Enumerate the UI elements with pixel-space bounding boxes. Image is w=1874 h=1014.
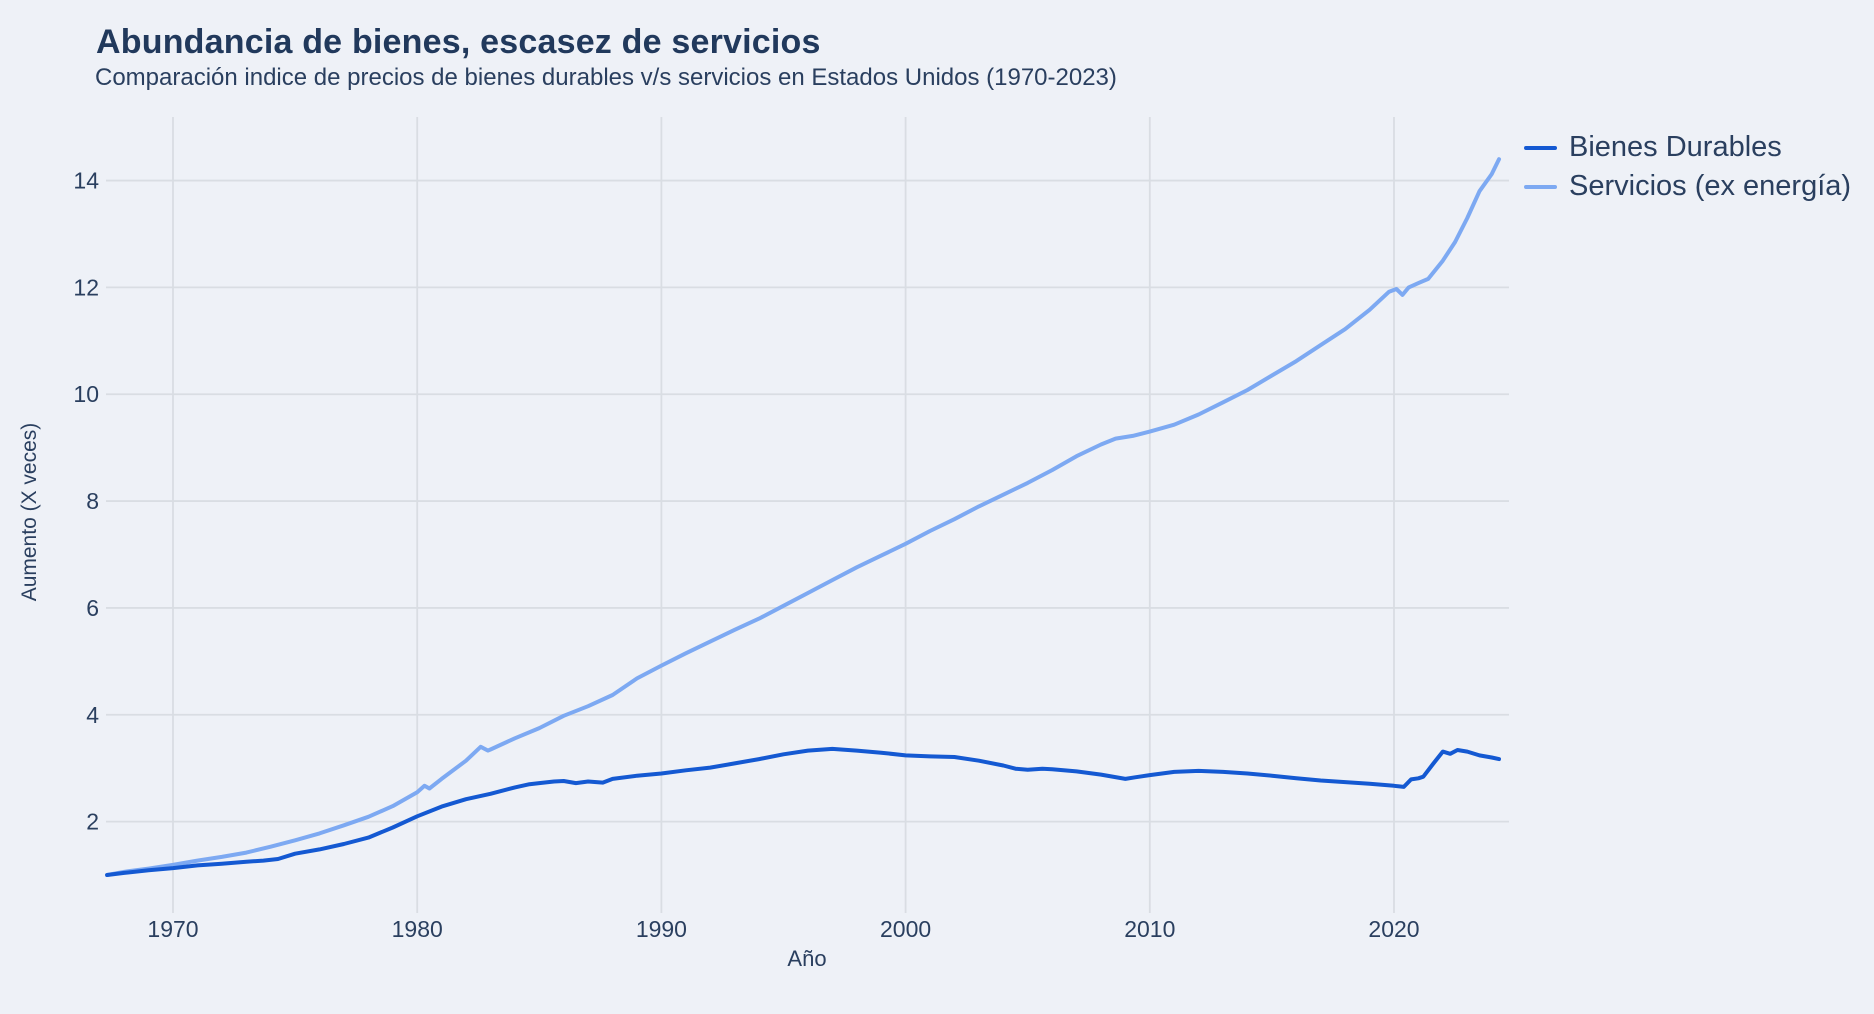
y-tick-label: 10 — [73, 381, 99, 407]
legend-item-bienes-durables[interactable]: Bienes Durables — [1524, 128, 1851, 167]
legend-line-swatch-bienes-durables — [1524, 145, 1557, 150]
y-tick-label: 6 — [86, 595, 99, 621]
chart-title: Abundancia de bienes, escasez de servici… — [96, 23, 821, 61]
x-tick-label: 2000 — [880, 916, 931, 942]
chart-subtitle: Comparación indice de precios de bienes … — [95, 64, 1117, 91]
legend-label-bienes-durables: Bienes Durables — [1569, 131, 1782, 163]
y-tick-label: 4 — [86, 702, 99, 728]
legend: Bienes Durables Servicios (ex energía) — [1524, 128, 1851, 206]
y-tick-label: 14 — [73, 168, 99, 194]
x-axis-title: Año — [787, 946, 827, 971]
legend-line-swatch-servicios — [1524, 184, 1557, 189]
y-tick-label: 2 — [86, 809, 99, 835]
x-tick-label: 2020 — [1368, 916, 1419, 942]
y-tick-label: 12 — [73, 274, 99, 300]
x-tick-label: 1980 — [392, 916, 443, 942]
x-tick-label: 2010 — [1124, 916, 1175, 942]
legend-label-servicios: Servicios (ex energía) — [1569, 170, 1852, 202]
legend-item-servicios[interactable]: Servicios (ex energía) — [1524, 167, 1851, 206]
x-tick-label: 1990 — [636, 916, 687, 942]
series-line-servicios-ex-energ-a-[interactable] — [105, 157, 1501, 877]
series-line-bienes-durables[interactable] — [105, 746, 1501, 877]
y-axis-title: Aumento (X veces) — [18, 422, 41, 602]
y-tick-label: 8 — [86, 488, 99, 514]
x-tick-label: 1970 — [147, 916, 198, 942]
